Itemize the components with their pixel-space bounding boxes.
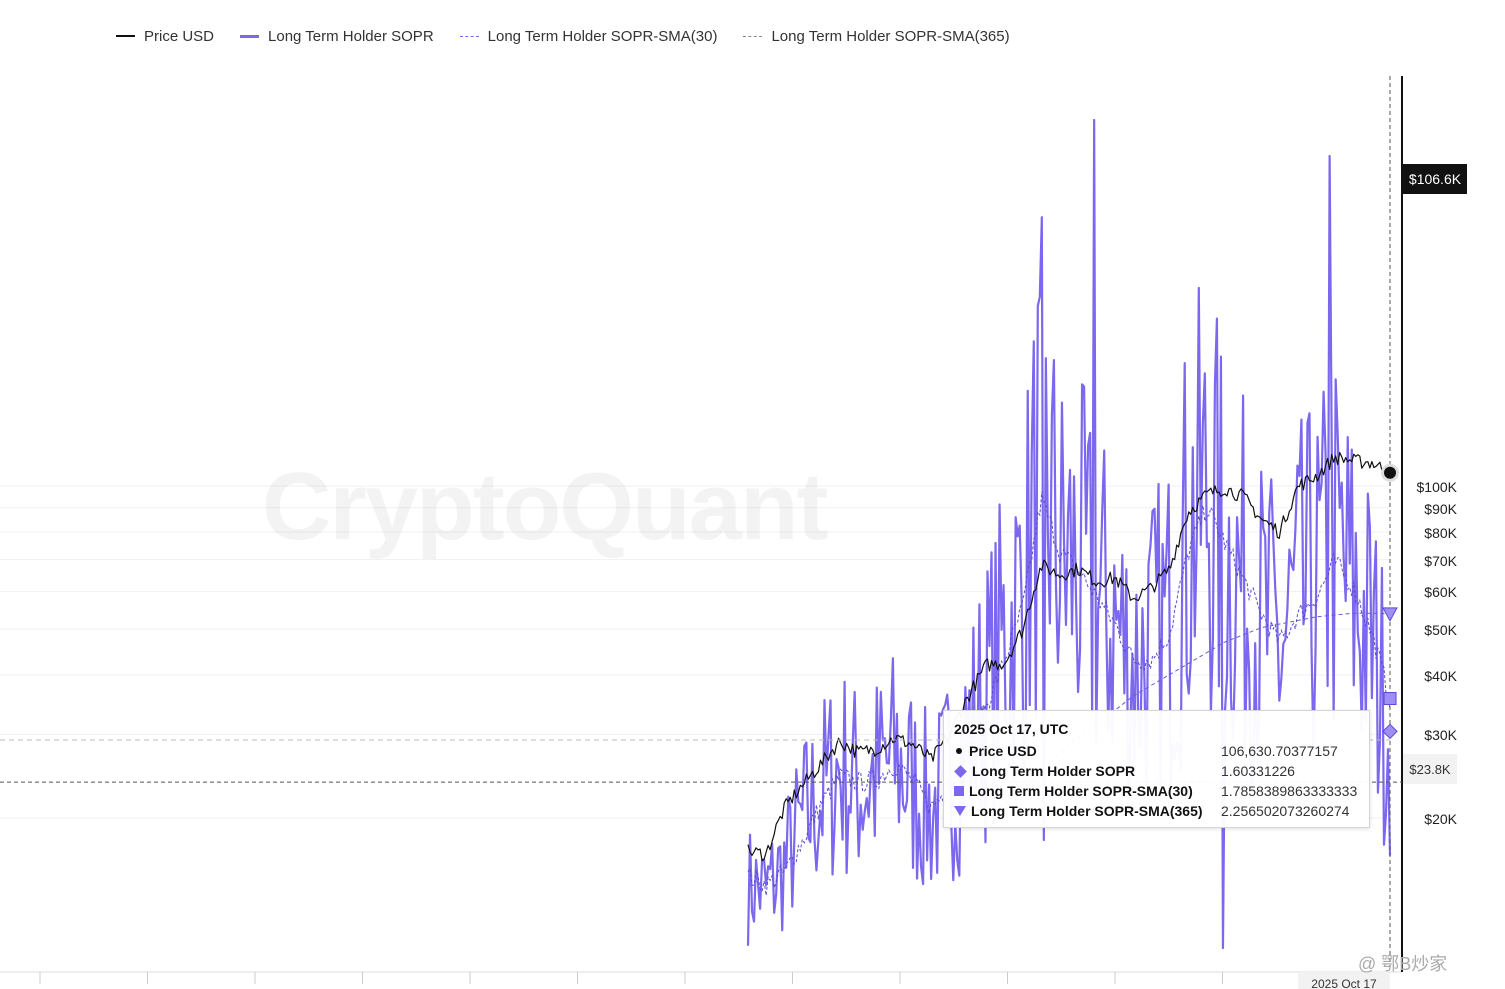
legend-label-sopr: Long Term Holder SOPR — [268, 27, 434, 45]
tooltip-value-sopr: 1.60331226 — [1221, 763, 1295, 779]
crosshair-date-tag: 2025 Oct 17 — [1298, 972, 1390, 989]
price-tick-label: $100K — [1416, 479, 1457, 495]
tooltip-row-sopr: Long Term Holder SOPR 1.60331226 — [954, 761, 1359, 781]
sma30-line — [747, 491, 1391, 896]
tooltip: 2025 Oct 17, UTC Price USD 106,630.70377… — [943, 710, 1370, 828]
legend-swatch-sma30 — [459, 35, 479, 37]
tooltip-date: 2025 Oct 17, UTC — [954, 721, 1069, 737]
tooltip-value-sma30: 1.7858389863333333 — [1221, 783, 1358, 799]
price-tick-label: $90K — [1424, 500, 1457, 517]
legend-item-sma30[interactable]: Long Term Holder SOPR-SMA(30) — [459, 27, 718, 45]
price-tick-label: $30K — [1424, 727, 1457, 744]
price-marker — [1384, 466, 1396, 479]
price-tick-label: $70K — [1424, 552, 1457, 569]
tooltip-value-price: 106,630.70377157 — [1221, 743, 1338, 759]
sma365-marker — [1382, 607, 1398, 622]
tooltip-value-sma365: 2.256502073260274 — [1221, 803, 1350, 819]
legend: Price USD Long Term Holder SOPR Long Ter… — [116, 24, 1010, 48]
legend-item-sma365[interactable]: Long Term Holder SOPR-SMA(365) — [743, 27, 1010, 45]
price-tick-label: $60K — [1424, 584, 1457, 601]
dot-marker-icon — [956, 748, 962, 754]
legend-swatch-sma365 — [743, 35, 763, 37]
price-tick-label: $80K — [1424, 525, 1457, 542]
author-credit: @ 鄂B炒家 — [1358, 950, 1447, 976]
current-price-tag: $106.6K — [1403, 164, 1467, 194]
price-tick-label: $50K — [1424, 621, 1457, 638]
credit-text: @ 鄂B炒家 — [1358, 954, 1448, 974]
price-tick-label: $40K — [1424, 668, 1457, 685]
tooltip-name-sma30: Long Term Holder SOPR-SMA(30) — [969, 783, 1193, 799]
price-line — [747, 451, 1391, 862]
legend-item-sopr[interactable]: Long Term Holder SOPR — [240, 28, 434, 45]
legend-label-sma30: Long Term Holder SOPR-SMA(30) — [487, 27, 718, 45]
diamond-marker-icon — [954, 764, 967, 778]
tooltip-row-sma30: Long Term Holder SOPR-SMA(30) 1.78583898… — [954, 781, 1359, 801]
tooltip-name-price: Price USD — [969, 743, 1037, 759]
tooltip-name-sopr: Long Term Holder SOPR — [972, 763, 1136, 779]
legend-label-price: Price USD — [144, 27, 215, 45]
tooltip-name-sma365: Long Term Holder SOPR-SMA(365) — [971, 803, 1203, 819]
legend-item-price[interactable]: Price USD — [116, 28, 214, 45]
price-tick-label: $20K — [1424, 811, 1457, 827]
legend-label-sma365: Long Term Holder SOPR-SMA(365) — [771, 27, 1010, 45]
legend-swatch-price — [116, 35, 135, 37]
square-marker-icon — [954, 786, 964, 796]
crosshair-price-tag: $23.8K — [1403, 754, 1457, 784]
sma30-marker — [1383, 692, 1397, 706]
triangle-marker-icon — [954, 806, 966, 816]
tooltip-row-sma365: Long Term Holder SOPR-SMA(365) 2.2565020… — [954, 801, 1359, 821]
legend-swatch-sopr — [240, 34, 260, 38]
tooltip-row-price: Price USD 106,630.70377157 — [954, 741, 1359, 761]
sopr-marker — [1382, 723, 1398, 740]
sopr-line — [746, 118, 1392, 950]
